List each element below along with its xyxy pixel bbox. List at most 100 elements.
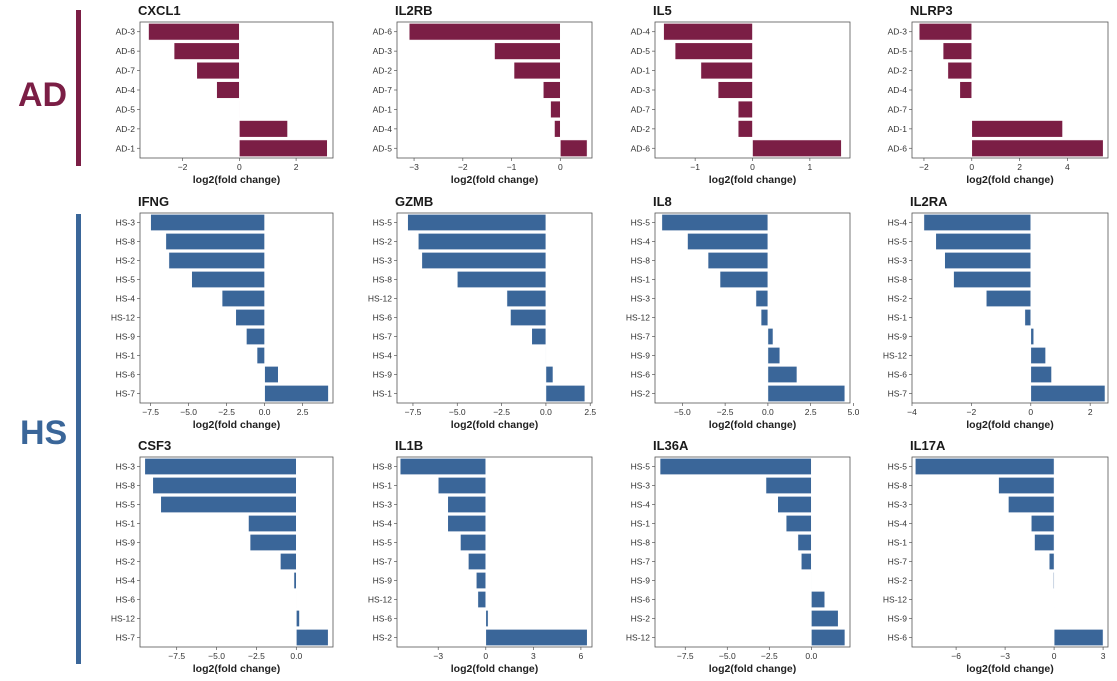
y-tick-label: HS-3 (631, 481, 651, 491)
bar (737, 120, 753, 138)
bar (1030, 385, 1106, 402)
y-tick-label: HS-5 (116, 275, 136, 285)
bar (811, 629, 846, 646)
bar (280, 553, 297, 570)
x-tick-label: 6 (579, 651, 584, 661)
y-tick-label: HS-6 (888, 633, 908, 643)
y-tick-label: HS-1 (116, 519, 136, 529)
bar (249, 534, 297, 551)
x-axis-label: log2(fold change) (193, 419, 281, 431)
bar (737, 100, 753, 119)
y-tick-label: HS-5 (631, 462, 651, 472)
x-tick-label: −2 (967, 407, 977, 417)
x-tick-label: 1 (807, 162, 812, 172)
x-tick-label: −5.0 (449, 407, 466, 417)
y-tick-label: HS-12 (368, 294, 392, 304)
chart-title: IL17A (910, 438, 946, 453)
bar (998, 477, 1055, 494)
x-tick-label: −2.5 (717, 407, 734, 417)
y-tick-label: HS-1 (116, 351, 136, 361)
x-tick-label: −2 (919, 162, 929, 172)
y-tick-label: HS-7 (116, 389, 136, 399)
bar (160, 496, 297, 513)
y-tick-label: HS-12 (111, 313, 135, 323)
bar (216, 81, 240, 99)
x-tick-label: 0 (750, 162, 755, 172)
x-tick-label: 2.5 (297, 407, 309, 417)
bar (674, 42, 753, 60)
y-tick-label: HS-6 (116, 595, 136, 605)
y-tick-label: HS-9 (116, 332, 136, 342)
bar (545, 347, 547, 364)
y-tick-label: HS-9 (631, 351, 651, 361)
x-tick-label: 0.0 (290, 651, 302, 661)
chart-title: IFNG (138, 194, 169, 209)
bar (408, 23, 561, 41)
y-tick-label: HS-3 (631, 294, 651, 304)
y-tick-label: HS-9 (631, 576, 651, 586)
y-tick-label: AD-4 (888, 85, 908, 95)
y-tick-label: HS-12 (111, 614, 135, 624)
y-tick-label: HS-2 (116, 256, 136, 266)
x-tick-label: −1 (690, 162, 700, 172)
y-tick-label: AD-7 (631, 104, 651, 114)
x-tick-label: −3 (433, 651, 443, 661)
y-tick-label: HS-8 (116, 481, 136, 491)
y-tick-label: AD-3 (373, 46, 393, 56)
chart-title: NLRP3 (910, 3, 953, 18)
y-tick-label: AD-1 (631, 66, 651, 76)
x-tick-label: −5.0 (180, 407, 197, 417)
y-tick-label: HS-1 (373, 481, 393, 491)
x-tick-label: −7.5 (405, 407, 422, 417)
bar (191, 271, 265, 288)
y-tick-label: HS-9 (116, 538, 136, 548)
chart-title: CSF3 (138, 438, 171, 453)
bar (707, 252, 769, 269)
bar (421, 252, 547, 269)
x-axis-label: log2(fold change) (451, 419, 539, 431)
bar (767, 328, 774, 345)
bar (173, 42, 240, 60)
y-tick-label: AD-1 (116, 143, 136, 153)
bar (785, 515, 812, 532)
bar (923, 214, 1032, 231)
chart-title: IL2RA (910, 194, 948, 209)
y-tick-label: HS-2 (116, 557, 136, 567)
y-tick-label: HS-4 (888, 519, 908, 529)
x-tick-label: 4 (1065, 162, 1070, 172)
bar (971, 139, 1104, 157)
bar (752, 139, 842, 157)
y-tick-label: HS-1 (631, 519, 651, 529)
x-tick-label: 5.0 (848, 407, 860, 417)
bar (767, 347, 781, 364)
bar (506, 290, 547, 307)
x-tick-label: −2.5 (493, 407, 510, 417)
x-tick-label: 3 (1101, 651, 1106, 661)
y-tick-label: HS-4 (631, 237, 651, 247)
bar (221, 290, 265, 307)
x-tick-label: 0.0 (259, 407, 271, 417)
x-tick-label: −5.0 (208, 651, 225, 661)
y-tick-label: HS-8 (373, 275, 393, 285)
bar (148, 23, 240, 41)
bar (717, 81, 753, 99)
bar (545, 385, 586, 402)
bar (687, 233, 769, 250)
bar (942, 42, 973, 60)
y-tick-label: HS-6 (116, 370, 136, 380)
x-axis-label: log2(fold change) (451, 174, 539, 186)
x-axis-label: log2(fold change) (193, 663, 281, 675)
bar (947, 61, 973, 80)
plot-frame (911, 21, 1109, 159)
bar (485, 610, 489, 627)
bar (152, 477, 297, 494)
bar (296, 591, 298, 608)
bar (256, 347, 265, 364)
y-tick-label: AD-5 (631, 46, 651, 56)
x-tick-label: 0 (237, 162, 242, 172)
x-tick-label: −4 (907, 407, 917, 417)
